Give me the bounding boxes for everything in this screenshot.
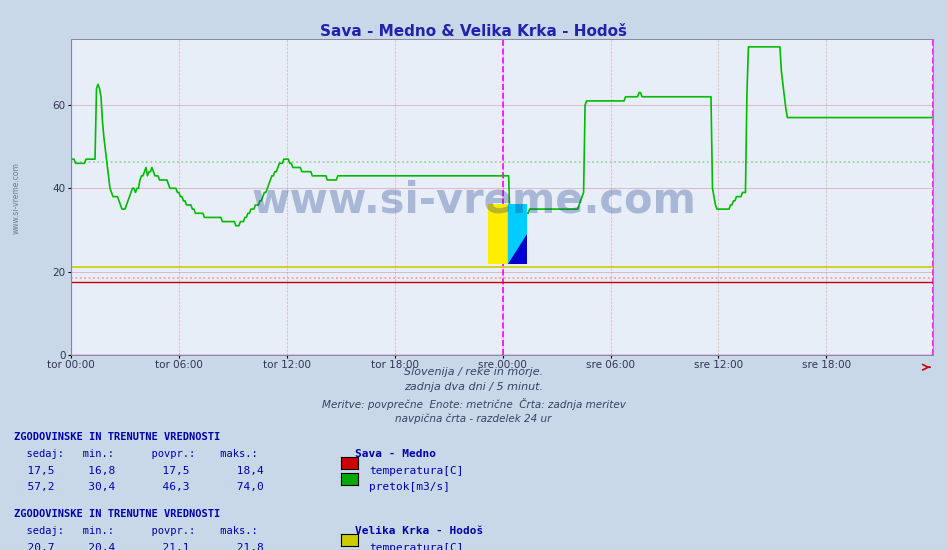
Text: temperatura[C]: temperatura[C]: [369, 466, 464, 476]
Text: Meritve: povprečne  Enote: metrične  Črta: zadnja meritev: Meritve: povprečne Enote: metrične Črta:…: [322, 398, 625, 410]
Polygon shape: [508, 204, 527, 264]
Text: sedaj:   min.:      povpr.:    maks.:: sedaj: min.: povpr.: maks.:: [14, 449, 277, 459]
Polygon shape: [488, 204, 508, 264]
Text: ZGODOVINSKE IN TRENUTNE VREDNOSTI: ZGODOVINSKE IN TRENUTNE VREDNOSTI: [14, 509, 221, 519]
Text: Velika Krka - Hodoš: Velika Krka - Hodoš: [355, 526, 483, 536]
Text: temperatura[C]: temperatura[C]: [369, 543, 464, 550]
Text: www.si-vreme.com: www.si-vreme.com: [251, 180, 696, 222]
Text: 57,2     30,4       46,3       74,0: 57,2 30,4 46,3 74,0: [14, 482, 297, 492]
Text: Sava - Medno & Velika Krka - Hodoš: Sava - Medno & Velika Krka - Hodoš: [320, 24, 627, 38]
Text: pretok[m3/s]: pretok[m3/s]: [369, 482, 451, 492]
Text: 20,7     20,4       21,1       21,8: 20,7 20,4 21,1 21,8: [14, 543, 297, 550]
Text: Sava - Medno: Sava - Medno: [355, 449, 437, 459]
Text: zadnja dva dni / 5 minut.: zadnja dva dni / 5 minut.: [404, 382, 543, 392]
Text: ZGODOVINSKE IN TRENUTNE VREDNOSTI: ZGODOVINSKE IN TRENUTNE VREDNOSTI: [14, 432, 221, 442]
Text: sedaj:   min.:      povpr.:    maks.:: sedaj: min.: povpr.: maks.:: [14, 526, 277, 536]
Text: 17,5     16,8       17,5       18,4: 17,5 16,8 17,5 18,4: [14, 466, 297, 476]
Text: www.si-vreme.com: www.si-vreme.com: [11, 162, 21, 234]
Text: navpična črta - razdelek 24 ur: navpična črta - razdelek 24 ur: [395, 413, 552, 424]
Text: Slovenija / reke in morje.: Slovenija / reke in morje.: [404, 367, 543, 377]
Polygon shape: [508, 234, 527, 264]
